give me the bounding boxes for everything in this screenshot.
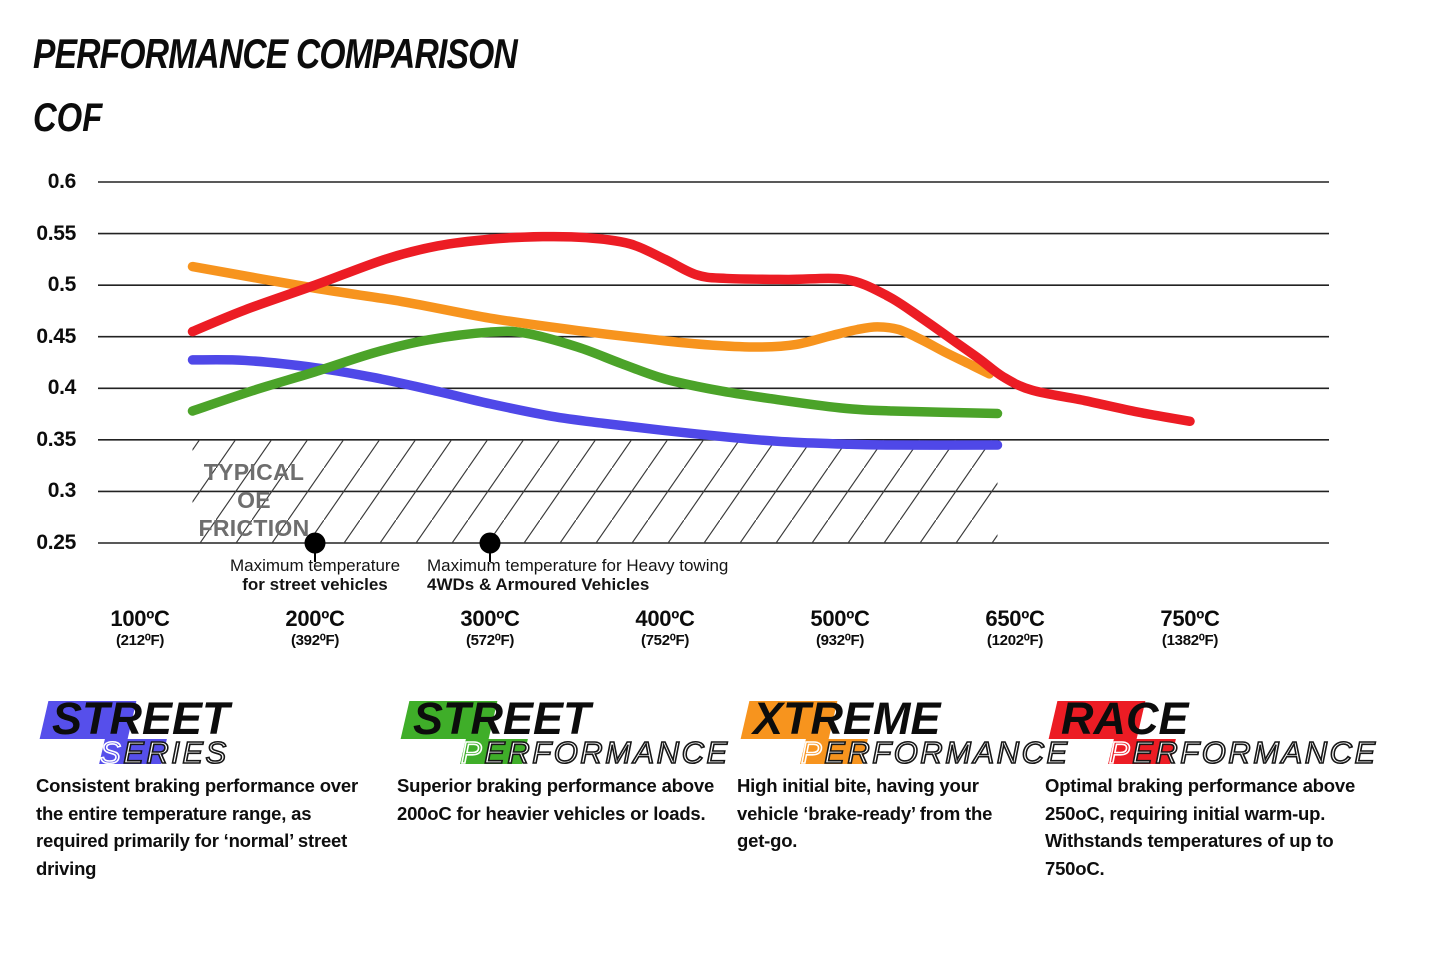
legend-description: Superior braking performance above 200oC… [397, 775, 715, 824]
max-temperature-markers [304, 532, 501, 562]
x-tick-750c: 750ºC (1382⁰F) [1160, 607, 1219, 650]
x-tick-650c: 650ºC (1202⁰F) [985, 607, 1044, 650]
logo-word1: STREET [413, 693, 591, 744]
typical-oe-friction-band [192, 439, 998, 543]
street-performance-logo: STREET PERFORMANCE [397, 693, 737, 770]
x-tick-fahrenheit: (392⁰F) [290, 632, 340, 649]
race-performance-logo: RACE PERFORMANCE [1045, 693, 1385, 770]
logo-word2: PERFORMANCE [1108, 735, 1378, 770]
xtreme-performance-logo: XTREME PERFORMANCE [737, 693, 1077, 770]
logo-word2-rest: ERFORMANCE [483, 735, 730, 770]
x-tick-celsius: 750ºC [1160, 606, 1220, 631]
x-tick-100c: 100ºC (212⁰F) [110, 607, 169, 650]
x-tick-fahrenheit: (932⁰F) [815, 632, 865, 649]
x-tick-200c: 200ºC (392⁰F) [285, 607, 344, 650]
x-tick-celsius: 500ºC [810, 606, 870, 631]
logo-word2-rest: ERIES [122, 735, 229, 770]
legend-street-performance: STREET PERFORMANCE Superior braking perf… [397, 693, 737, 824]
y-tick-label: 0.6 [47, 170, 77, 193]
x-tick-400c: 400ºC (752⁰F) [635, 607, 694, 650]
logo-word2-rest: ERFORMANCE [823, 735, 1070, 770]
x-tick-celsius: 650ºC [985, 606, 1045, 631]
legend-race-performance: RACE PERFORMANCE Optimal braking perform… [1045, 693, 1385, 879]
x-tick-500c: 500ºC (932⁰F) [810, 607, 869, 650]
typical-oe-friction-label: TYPICAL OE FRICTION [184, 458, 324, 542]
street-series-logo: STREET SERIES [36, 693, 376, 770]
annotation-line2: 4WDs & Armoured Vehicles [427, 574, 650, 594]
annotation-line1: Maximum temperature for Heavy towing [427, 556, 729, 575]
x-tick-celsius: 100ºC [110, 606, 170, 631]
legend-street-series: STREET SERIES Consistent braking perform… [36, 693, 376, 879]
logo-word2-first-letter: P [1108, 735, 1133, 770]
x-tick-celsius: 400ºC [635, 606, 695, 631]
logo-word2-first-letter: S [99, 735, 124, 770]
logo-word1: RACE [1061, 693, 1189, 744]
logo-word2-rest: ERFORMANCE [1131, 735, 1378, 770]
x-tick-300c: 300ºC (572⁰F) [460, 607, 519, 650]
x-tick-fahrenheit: (572⁰F) [465, 632, 515, 649]
x-tick-fahrenheit: (752⁰F) [640, 632, 690, 649]
logo-word2-first-letter: P [460, 735, 485, 770]
oe-label-line2: FRICTION [198, 515, 310, 541]
y-tick-label: 0.5 [47, 273, 77, 296]
y-tick-label: 0.35 [36, 428, 76, 451]
y-tick-label: 0.3 [47, 479, 77, 502]
logo-word2: PERFORMANCE [460, 735, 730, 770]
y-axis-title: COF [33, 96, 103, 140]
y-tick-label: 0.25 [36, 531, 76, 554]
logo-word1: XTREME [753, 693, 941, 744]
y-tick-label: 0.55 [36, 222, 76, 245]
legend-description: Optimal braking performance above 250oC,… [1045, 775, 1356, 879]
logo-word2-first-letter: P [800, 735, 825, 770]
friction-temperature-chart [98, 181, 1329, 562]
page-title: PERFORMANCE COMPARISON [33, 30, 518, 77]
x-tick-celsius: 300ºC [460, 606, 520, 631]
x-tick-fahrenheit: (1382⁰F) [1161, 632, 1219, 649]
annotation-street-max-temp: Maximum temperature for street vehicles [229, 556, 401, 594]
annotation-line2: for street vehicles [242, 574, 388, 594]
legend-description: High initial bite, having your vehicle ‘… [737, 775, 993, 851]
series-curves [187, 231, 1195, 450]
annotation-line1: Maximum temperature [229, 556, 401, 575]
x-tick-celsius: 200ºC [285, 606, 345, 631]
logo-word2: PERFORMANCE [800, 735, 1070, 770]
x-tick-fahrenheit: (1202⁰F) [986, 632, 1044, 649]
legend-xtreme-performance: XTREME PERFORMANCE High initial bite, ha… [737, 693, 1077, 852]
logo-word2: SERIES [99, 735, 229, 770]
legend-description: Consistent braking performance over the … [36, 775, 358, 879]
annotation-heavy-towing-max-temp: Maximum temperature for Heavy towing 4WD… [427, 556, 729, 594]
logo-word1: STREET [52, 693, 230, 744]
y-tick-label: 0.45 [36, 325, 76, 348]
x-tick-fahrenheit: (212⁰F) [115, 632, 165, 649]
oe-label-line1: TYPICAL OE [203, 459, 305, 513]
y-tick-label: 0.4 [47, 376, 77, 399]
